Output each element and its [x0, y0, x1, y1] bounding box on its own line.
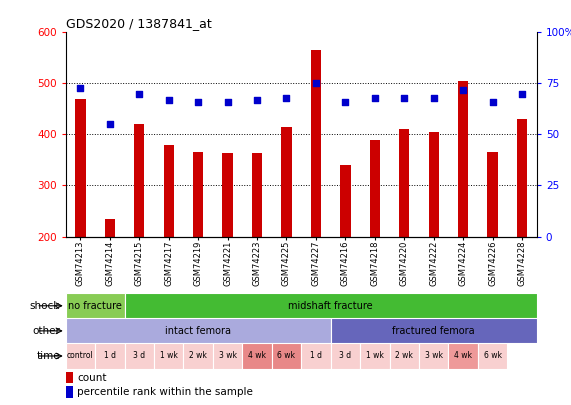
- Bar: [488, 152, 498, 237]
- Bar: [66, 318, 331, 343]
- Point: [135, 90, 144, 97]
- Bar: [104, 219, 115, 237]
- Bar: [272, 343, 301, 369]
- Text: 4 wk: 4 wk: [248, 352, 266, 360]
- Point: [400, 94, 409, 101]
- Bar: [213, 343, 242, 369]
- Point: [105, 121, 114, 128]
- Bar: [134, 124, 144, 237]
- Bar: [124, 343, 154, 369]
- Text: no fracture: no fracture: [68, 301, 122, 311]
- Text: 6 wk: 6 wk: [484, 352, 501, 360]
- Bar: [458, 81, 468, 237]
- Bar: [331, 318, 537, 343]
- Text: GDS2020 / 1387841_at: GDS2020 / 1387841_at: [66, 17, 211, 30]
- Point: [488, 98, 497, 105]
- Text: control: control: [67, 352, 94, 360]
- Bar: [399, 129, 409, 237]
- Bar: [154, 343, 183, 369]
- Bar: [252, 153, 262, 237]
- Point: [76, 84, 85, 91]
- Bar: [66, 372, 73, 383]
- Point: [223, 98, 232, 105]
- Bar: [75, 99, 86, 237]
- Text: 3 d: 3 d: [133, 352, 146, 360]
- Text: 1 d: 1 d: [310, 352, 322, 360]
- Point: [341, 98, 350, 105]
- Text: intact femora: intact femora: [165, 326, 231, 336]
- Bar: [242, 343, 272, 369]
- Text: other: other: [32, 326, 60, 336]
- Text: 1 wk: 1 wk: [366, 352, 384, 360]
- Bar: [389, 343, 419, 369]
- Point: [517, 90, 526, 97]
- Text: 1 wk: 1 wk: [160, 352, 178, 360]
- Point: [252, 96, 262, 103]
- Text: percentile rank within the sample: percentile rank within the sample: [77, 387, 253, 397]
- Text: count: count: [77, 373, 106, 383]
- Text: 2 wk: 2 wk: [395, 352, 413, 360]
- Bar: [183, 343, 213, 369]
- Text: 6 wk: 6 wk: [278, 352, 295, 360]
- Point: [164, 96, 173, 103]
- Bar: [448, 343, 478, 369]
- Bar: [311, 50, 321, 237]
- Point: [370, 94, 379, 101]
- Point: [194, 98, 203, 105]
- Text: time: time: [37, 351, 60, 361]
- Bar: [331, 343, 360, 369]
- Text: shock: shock: [30, 301, 60, 311]
- Bar: [517, 119, 527, 237]
- Bar: [95, 343, 124, 369]
- Bar: [478, 343, 507, 369]
- Bar: [369, 140, 380, 237]
- Point: [282, 94, 291, 101]
- Bar: [301, 343, 331, 369]
- Point: [311, 80, 320, 87]
- Bar: [340, 165, 351, 237]
- Text: 3 wk: 3 wk: [219, 352, 236, 360]
- Text: fractured femora: fractured femora: [392, 326, 475, 336]
- Bar: [282, 127, 292, 237]
- Bar: [124, 293, 537, 318]
- Bar: [193, 152, 203, 237]
- Text: midshaft fracture: midshaft fracture: [288, 301, 373, 311]
- Bar: [223, 153, 233, 237]
- Bar: [419, 343, 448, 369]
- Text: 3 d: 3 d: [339, 352, 351, 360]
- Bar: [66, 293, 124, 318]
- Bar: [66, 386, 73, 398]
- Text: 2 wk: 2 wk: [189, 352, 207, 360]
- Text: 4 wk: 4 wk: [454, 352, 472, 360]
- Text: 3 wk: 3 wk: [425, 352, 443, 360]
- Point: [429, 94, 439, 101]
- Point: [459, 86, 468, 93]
- Bar: [66, 343, 95, 369]
- Bar: [360, 343, 389, 369]
- Text: 1 d: 1 d: [104, 352, 116, 360]
- Bar: [429, 132, 439, 237]
- Bar: [163, 145, 174, 237]
